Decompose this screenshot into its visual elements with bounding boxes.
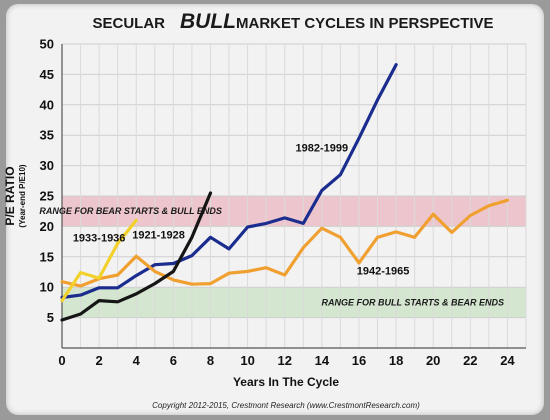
series-lines bbox=[60, 63, 509, 322]
series-line-1921-1928 bbox=[60, 191, 213, 322]
y-tick-label: 45 bbox=[40, 67, 54, 82]
y-tick-label: 5 bbox=[47, 310, 54, 325]
y-tick-label: 35 bbox=[40, 128, 54, 143]
y-tick-label: 15 bbox=[40, 249, 54, 264]
x-tick-label: 12 bbox=[277, 353, 291, 368]
y-tick-label: 30 bbox=[40, 158, 54, 173]
y-tick-label: 10 bbox=[40, 280, 54, 295]
x-tick-label: 6 bbox=[170, 353, 177, 368]
y-tick-label: 20 bbox=[40, 219, 54, 234]
x-tick-label: 20 bbox=[426, 353, 440, 368]
band-label-1: RANGE FOR BEAR STARTS & BULL ENDS bbox=[39, 206, 222, 216]
series-line-1982-1999 bbox=[60, 63, 398, 300]
series-line-1942-1965 bbox=[60, 198, 509, 288]
y-axis-title: P/E RATIO bbox=[3, 166, 17, 225]
x-tick-label: 14 bbox=[315, 353, 330, 368]
chart-title-part-3: MARKET CYCLES IN PERSPECTIVE bbox=[236, 15, 494, 32]
x-tick-label: 16 bbox=[352, 353, 366, 368]
y-axis-subtitle: (Year-end P/E10) bbox=[18, 164, 27, 227]
chart-title-part-1: SECULAR bbox=[92, 15, 165, 32]
series-label-1942-1965: 1942-1965 bbox=[357, 265, 410, 277]
grid-lines bbox=[62, 43, 527, 349]
x-tick-label: 18 bbox=[389, 353, 403, 368]
x-axis-title: Years In The Cycle bbox=[233, 375, 339, 389]
series-label-1982-1999: 1982-1999 bbox=[296, 143, 349, 155]
series-label-1921-1928: 1921-1928 bbox=[132, 230, 185, 242]
band-labels: RANGE FOR BEAR STARTS & BULL ENDS RANGE F… bbox=[39, 206, 504, 307]
x-tick-label: 8 bbox=[207, 353, 214, 368]
band-label-2: RANGE FOR BULL STARTS & BEAR ENDS bbox=[322, 297, 505, 307]
series-label-1933-1936: 1933-1936 bbox=[73, 233, 126, 245]
y-tick-label: 40 bbox=[40, 97, 54, 112]
x-tick-label: 2 bbox=[96, 353, 103, 368]
x-tick-label: 22 bbox=[463, 353, 477, 368]
chart-title: SECULAR BULL MARKET CYCLES IN PERSPECTIV… bbox=[92, 10, 493, 33]
series-labels: 1982-1999 1933-1936 1921-1928 1942-1965 bbox=[73, 143, 410, 278]
y-tick-label: 50 bbox=[40, 37, 54, 52]
y-tick-label: 25 bbox=[40, 189, 54, 204]
copyright-text: Copyright 2012-2015, Crestmont Research … bbox=[152, 401, 420, 410]
x-tick-label: 4 bbox=[133, 353, 141, 368]
x-tick-label: 10 bbox=[240, 353, 254, 368]
chart-title-part-2: BULL bbox=[180, 10, 236, 33]
x-tick-label: 24 bbox=[500, 353, 515, 368]
series-line-1933-1936 bbox=[60, 218, 138, 303]
x-tick-label: 0 bbox=[58, 353, 65, 368]
